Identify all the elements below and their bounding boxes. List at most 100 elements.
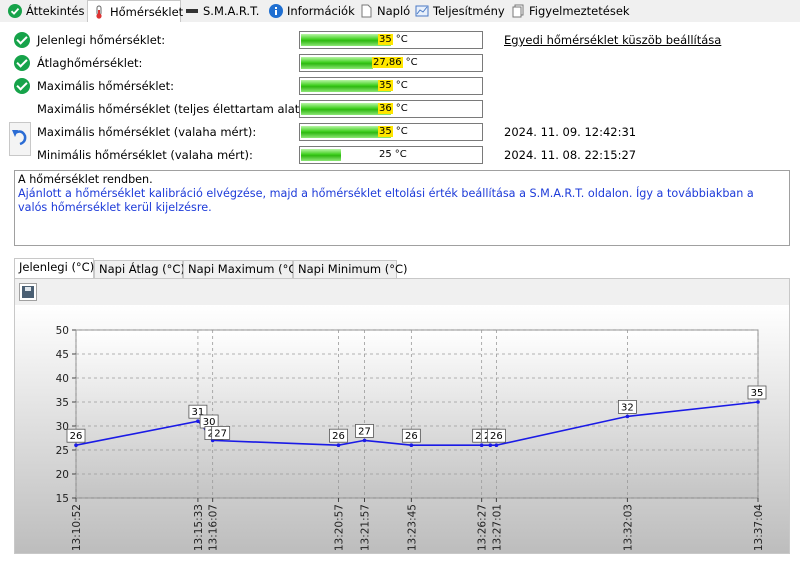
temperature-value: 35 °C	[378, 80, 408, 91]
temperature-unit: °C	[395, 34, 408, 45]
temperature-bar: 36 °C	[299, 100, 483, 118]
temperature-number: 27,86	[372, 57, 403, 68]
tab-performance-chart[interactable]: Teljesítmény	[411, 1, 505, 21]
temperature-number: 36	[378, 103, 393, 114]
data-label-box	[486, 428, 506, 443]
tab-alerts[interactable]: Figyelmeztetések	[507, 1, 630, 21]
temperature-unit: °C	[395, 103, 408, 114]
data-label: 26	[405, 431, 418, 442]
info-icon	[269, 4, 283, 18]
drive-bar-icon	[185, 4, 199, 18]
data-point	[494, 443, 499, 447]
data-point	[625, 414, 630, 419]
temperature-unit: °C	[395, 126, 408, 137]
data-label-box	[66, 428, 86, 443]
temperature-value: 35 °C	[378, 126, 408, 137]
temperature-bar: 27,86 °C	[299, 54, 483, 72]
main-tab-bar: Áttekintés Hőmérséklet S.M.A.R.T. Informáci…	[0, 0, 800, 23]
temperature-number: 35	[378, 126, 393, 137]
tab-document[interactable]: Napló	[355, 1, 411, 21]
temperature-number: 35	[378, 80, 393, 91]
data-label: 26	[332, 431, 345, 442]
chart-tab-3[interactable]: Napi Minimum (°C)	[293, 260, 408, 278]
temperature-unit: °C	[405, 57, 418, 68]
temperature-value: 36 °C	[378, 103, 408, 114]
chart-tab-1[interactable]: Napi Átlag (°C)	[94, 260, 185, 278]
temperature-bar-fill	[301, 126, 391, 138]
x-tick-label: 13:26:27	[477, 504, 489, 551]
temperature-bar-fill	[301, 57, 373, 69]
row-label: Átlaghőmérséklet:	[37, 56, 143, 70]
chart-area: 15 20 25 30 35 40 45 50 13:10:52 13:15:33 13:16:07…	[14, 278, 790, 554]
temperature-bar-fill	[301, 149, 341, 161]
data-label: 32	[621, 402, 634, 413]
tab-label: Hőmérséklet	[110, 4, 184, 19]
data-label-box	[747, 385, 767, 400]
x-tick-label: 13:23:45	[406, 504, 418, 551]
temperature-value: 27,86 °C	[372, 57, 418, 68]
data-point	[488, 443, 493, 447]
temperature-number: 25	[379, 149, 392, 160]
y-tick-label: 50	[56, 325, 69, 337]
undo-arrow-icon	[12, 130, 27, 146]
x-tick-label: 13:10:52	[71, 504, 83, 551]
custom-threshold-link[interactable]: Egyedi hőmérséklet küszöb beállítása	[504, 33, 722, 47]
save-chart-button[interactable]	[19, 283, 37, 301]
data-label-box	[211, 425, 231, 440]
x-tick-label: 13:15:33	[193, 504, 205, 551]
check-circle-icon	[8, 4, 22, 18]
tab-thermometer[interactable]: Hőmérséklet	[87, 0, 184, 22]
reset-button[interactable]	[9, 122, 31, 156]
data-point	[336, 443, 341, 447]
y-tick-label: 15	[56, 493, 69, 505]
data-label: 35	[751, 388, 764, 399]
temperature-panel: Jelenlegi hőmérséklet: 35 °C Egyedi hőmérsé…	[0, 22, 800, 568]
x-tick-label: 13:20:57	[333, 504, 345, 551]
tab-info[interactable]: Információk	[265, 1, 355, 21]
temperature-bar: 35 °C	[299, 123, 483, 141]
advice-text: Ajánlott a hőmérséklet kalibráció elvégz…	[18, 187, 754, 214]
chart-tab-2[interactable]: Napi Maximum (°C)	[183, 260, 301, 278]
row-label: Jelenlegi hőmérséklet:	[37, 33, 166, 47]
ok-check-icon	[14, 32, 30, 48]
temperature-bar-fill	[301, 80, 391, 92]
row-label: Maximális hőmérséklet:	[37, 79, 174, 93]
data-label: 26	[70, 431, 83, 442]
data-label-box	[355, 423, 374, 438]
tab-label: Információk	[287, 4, 355, 18]
data-label: 30	[203, 417, 216, 428]
tab-label: Teljesítmény	[433, 4, 505, 18]
ok-check-icon	[14, 55, 30, 71]
tab-label: Áttekintés	[26, 4, 85, 18]
tab-label: S.M.A.R.T.	[203, 4, 260, 18]
data-point	[362, 438, 367, 443]
performance-chart-icon	[415, 4, 429, 18]
ok-check-icon	[14, 78, 30, 94]
data-point	[756, 400, 760, 404]
status-text: A hőmérséklet rendben.	[18, 173, 153, 186]
thermometer-icon	[92, 5, 106, 19]
temperature-value: 25 °C	[379, 149, 407, 160]
chart-tab-0[interactable]: Jelenlegi (°C)	[14, 258, 94, 279]
tab-label: Figyelmeztetések	[529, 4, 630, 18]
x-tick-label: 13:21:57	[360, 504, 372, 551]
data-label: 31	[192, 407, 205, 418]
data-point	[479, 443, 484, 447]
temperature-value: 35 °C	[378, 34, 408, 45]
tab-label: Napló	[377, 4, 411, 18]
temperature-unit: °C	[395, 80, 408, 91]
tab-check-circle[interactable]: Áttekintés	[4, 1, 85, 21]
temperature-number: 35	[378, 34, 393, 45]
y-tick-label: 30	[56, 421, 69, 433]
tab-drive-bar[interactable]: S.M.A.R.T.	[181, 1, 263, 21]
data-point	[409, 443, 414, 447]
data-label: 26	[490, 431, 503, 442]
status-message-box: A hőmérséklet rendben. Ajánlott a hőmérs…	[14, 170, 790, 246]
temperature-bar: 25 °C	[299, 146, 483, 164]
y-tick-label: 40	[56, 373, 69, 385]
x-tick-label: 13:16:07	[208, 504, 220, 551]
y-tick-label: 25	[56, 445, 69, 457]
row-label: Minimális hőmérséklet (valaha mért):	[37, 148, 253, 162]
data-label: 27	[214, 428, 227, 439]
y-tick-label: 20	[56, 469, 69, 481]
